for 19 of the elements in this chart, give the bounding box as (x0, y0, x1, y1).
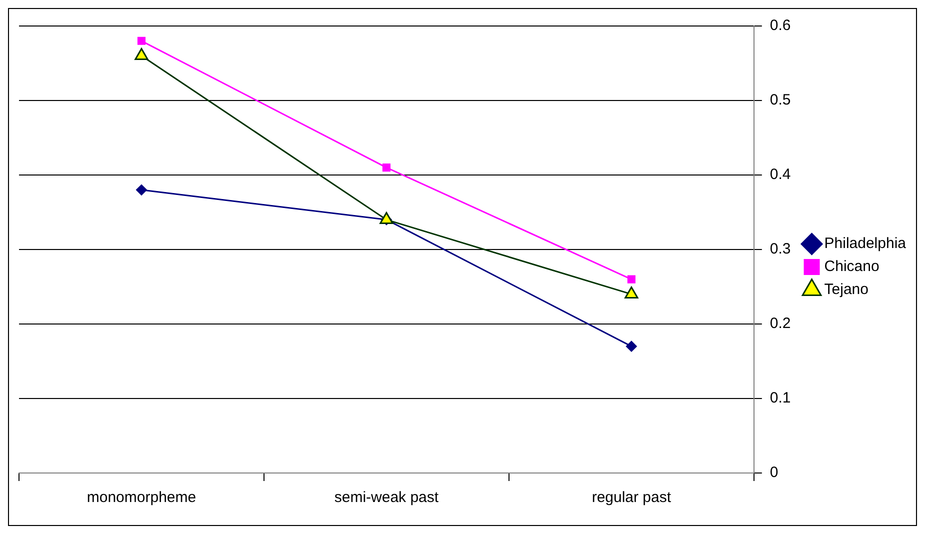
y-tick-label: 0.6 (770, 17, 791, 34)
point (382, 164, 390, 172)
legend-label: Tejano (824, 281, 868, 298)
point (626, 340, 637, 352)
y-tick-label: 0.2 (770, 315, 791, 332)
x-tick-label: regular past (592, 489, 672, 506)
x-tick-label: semi-weak past (334, 489, 440, 506)
point (627, 275, 636, 284)
x-tick-label: monomorpheme (86, 489, 196, 506)
legend-label: Philadelphia (824, 235, 907, 252)
point (137, 36, 146, 45)
y-tick-label: 0.5 (770, 92, 791, 109)
point (134, 48, 148, 60)
y-tick-label: 0 (770, 464, 778, 482)
legend-label: Chicano (824, 258, 880, 276)
y-tick-label: 0.1 (770, 390, 791, 407)
y-tick-label: 0.4 (770, 166, 791, 184)
y-tick-label: 0.3 (770, 240, 791, 258)
point (136, 184, 147, 196)
